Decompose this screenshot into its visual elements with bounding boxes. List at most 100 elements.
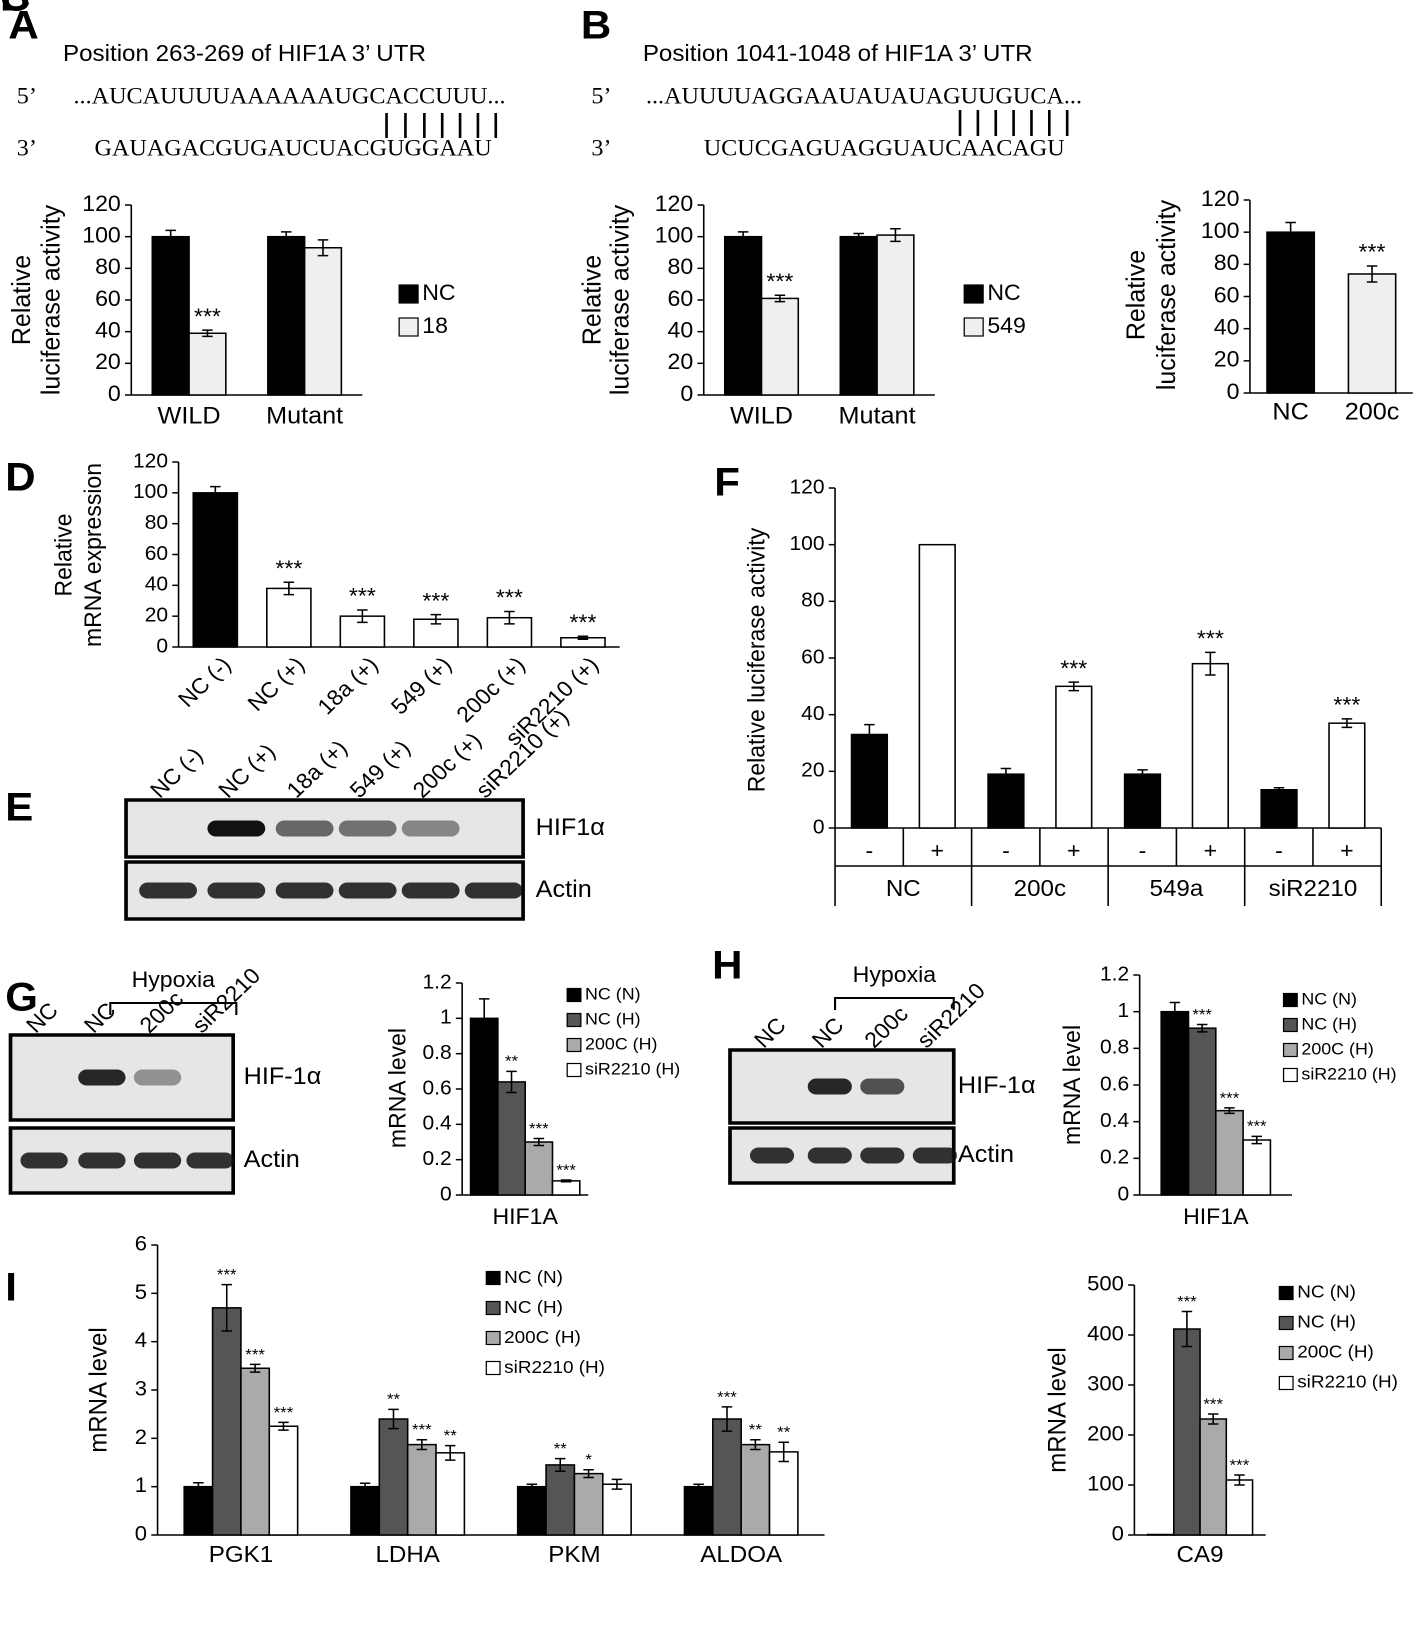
y-tick-label: 200 (1087, 1422, 1124, 1445)
y-tick-label: 5 (135, 1280, 147, 1303)
row-label: Actin (536, 876, 592, 902)
error-bar (280, 231, 292, 243)
bar (1055, 685, 1093, 829)
lane-label: NC (749, 1013, 791, 1053)
band (133, 1069, 182, 1086)
error-bar (577, 635, 589, 641)
y-axis-label: Relative luciferase activity (743, 528, 770, 793)
y-tick-label: 100 (133, 481, 168, 503)
y-tick-label: 1 (440, 1006, 452, 1028)
prime: 3’ (17, 136, 37, 161)
bar (188, 332, 227, 396)
bar (1328, 722, 1366, 829)
x-tick-label: 549a (1150, 876, 1205, 901)
error-bar (693, 1483, 704, 1490)
target-seq: ...AUUUUAGGAAUAUAUAGUUGUCA... (646, 84, 1082, 109)
band (860, 1078, 905, 1095)
legend-label: 200C (H) (1301, 1039, 1373, 1059)
bar (1123, 773, 1162, 829)
bar (268, 1425, 299, 1536)
bar (192, 492, 239, 648)
x-tick-label: CA9 (1177, 1542, 1224, 1567)
y-axis-label: mRNA level (384, 1028, 411, 1148)
significance: *** (1177, 1293, 1197, 1311)
legend-swatch (1282, 1067, 1298, 1083)
bar (987, 773, 1025, 829)
error-bar (1366, 265, 1378, 283)
panel-label: B (0, 0, 30, 19)
y-tick-label: 20 (95, 350, 121, 374)
error-bar (357, 609, 368, 624)
x-tick-label: NC (+) (243, 652, 310, 715)
y-tick-label: 0.2 (1100, 1146, 1129, 1168)
legend-label: siR2210 (H) (585, 1059, 680, 1079)
y-tick-label: 120 (789, 476, 824, 498)
error-bar (359, 1482, 371, 1491)
legend-swatch (566, 1037, 582, 1053)
significance: *** (412, 1422, 432, 1440)
error-bar (210, 485, 221, 500)
bar (469, 1017, 499, 1196)
x-tick-label: WILD (730, 403, 793, 429)
panel-label: A (8, 2, 38, 47)
error-bar (165, 229, 176, 244)
y-tick-label: 20 (1214, 347, 1240, 371)
y-tick-label: 0 (156, 635, 168, 657)
error-bar (533, 1137, 545, 1147)
band (912, 1147, 957, 1164)
mirna-seq: UCUCGAGUAGGUAUCAACAGU (704, 136, 1065, 161)
x-tick-label: WILD (158, 403, 221, 429)
x-tick-label: 549 (+) (386, 652, 456, 719)
lane-label: 200c (860, 1002, 914, 1053)
significance: *** (766, 269, 793, 293)
mirna-seq: GAUAGACGUGAUCUACGUGGAAU (95, 136, 492, 161)
bar (435, 1452, 466, 1536)
error-bar (283, 581, 295, 596)
significance: *** (245, 1346, 265, 1364)
error-bar (430, 613, 442, 625)
prime: 5’ (591, 84, 611, 109)
y-tick-label: 1.2 (1100, 963, 1129, 985)
legend-swatch (566, 1062, 582, 1078)
sub-label: - (1002, 838, 1010, 862)
error-bar (1068, 681, 1080, 692)
x-tick-label: NC (886, 876, 921, 901)
panel-label: G (5, 974, 38, 1019)
y-axis-label: mRNA expression (79, 463, 106, 647)
y-tick-label: 0 (108, 381, 121, 405)
y-tick-label: 300 (1087, 1372, 1124, 1395)
sequence-title: Position 263-269 of HIF1A 3’ UTR (63, 41, 426, 66)
band (807, 1078, 852, 1095)
significance: *** (194, 304, 221, 328)
error-bar (444, 1444, 456, 1461)
legend-label: 200C (H) (1297, 1341, 1374, 1361)
bar (740, 1443, 771, 1536)
band (275, 882, 334, 899)
y-tick-label: 60 (668, 286, 694, 310)
y-tick-label: 1.2 (422, 971, 451, 993)
y-tick-label: 40 (95, 318, 121, 342)
significance: *** (569, 610, 596, 634)
sub-label: + (1067, 838, 1080, 862)
legend-label: NC (H) (585, 1009, 641, 1029)
error-bar (890, 228, 901, 243)
sequence-a: A Position 263-269 of HIF1A 3’ UTR 5’ ..… (8, 2, 505, 161)
y-tick-label: 0.4 (422, 1112, 451, 1134)
significance: ** (505, 1053, 519, 1071)
x-tick-label: 18a (+) (313, 652, 383, 719)
panel-label: C (0, 0, 30, 19)
sequence-title: Position 1041-1048 of HIF1A 3’ UTR (643, 41, 1033, 66)
band (139, 882, 197, 899)
significance: *** (1333, 693, 1360, 717)
band (20, 1152, 68, 1169)
legend-label: siR2210 (H) (504, 1356, 605, 1376)
sub-label: + (1340, 838, 1353, 862)
legend-swatch (1278, 1315, 1294, 1331)
significance: *** (1203, 1396, 1223, 1414)
legend-swatch (963, 317, 984, 337)
error-bar (1137, 769, 1148, 780)
y-tick-label: 40 (668, 318, 694, 342)
y-tick-label: 1 (135, 1474, 147, 1497)
band (78, 1069, 126, 1086)
